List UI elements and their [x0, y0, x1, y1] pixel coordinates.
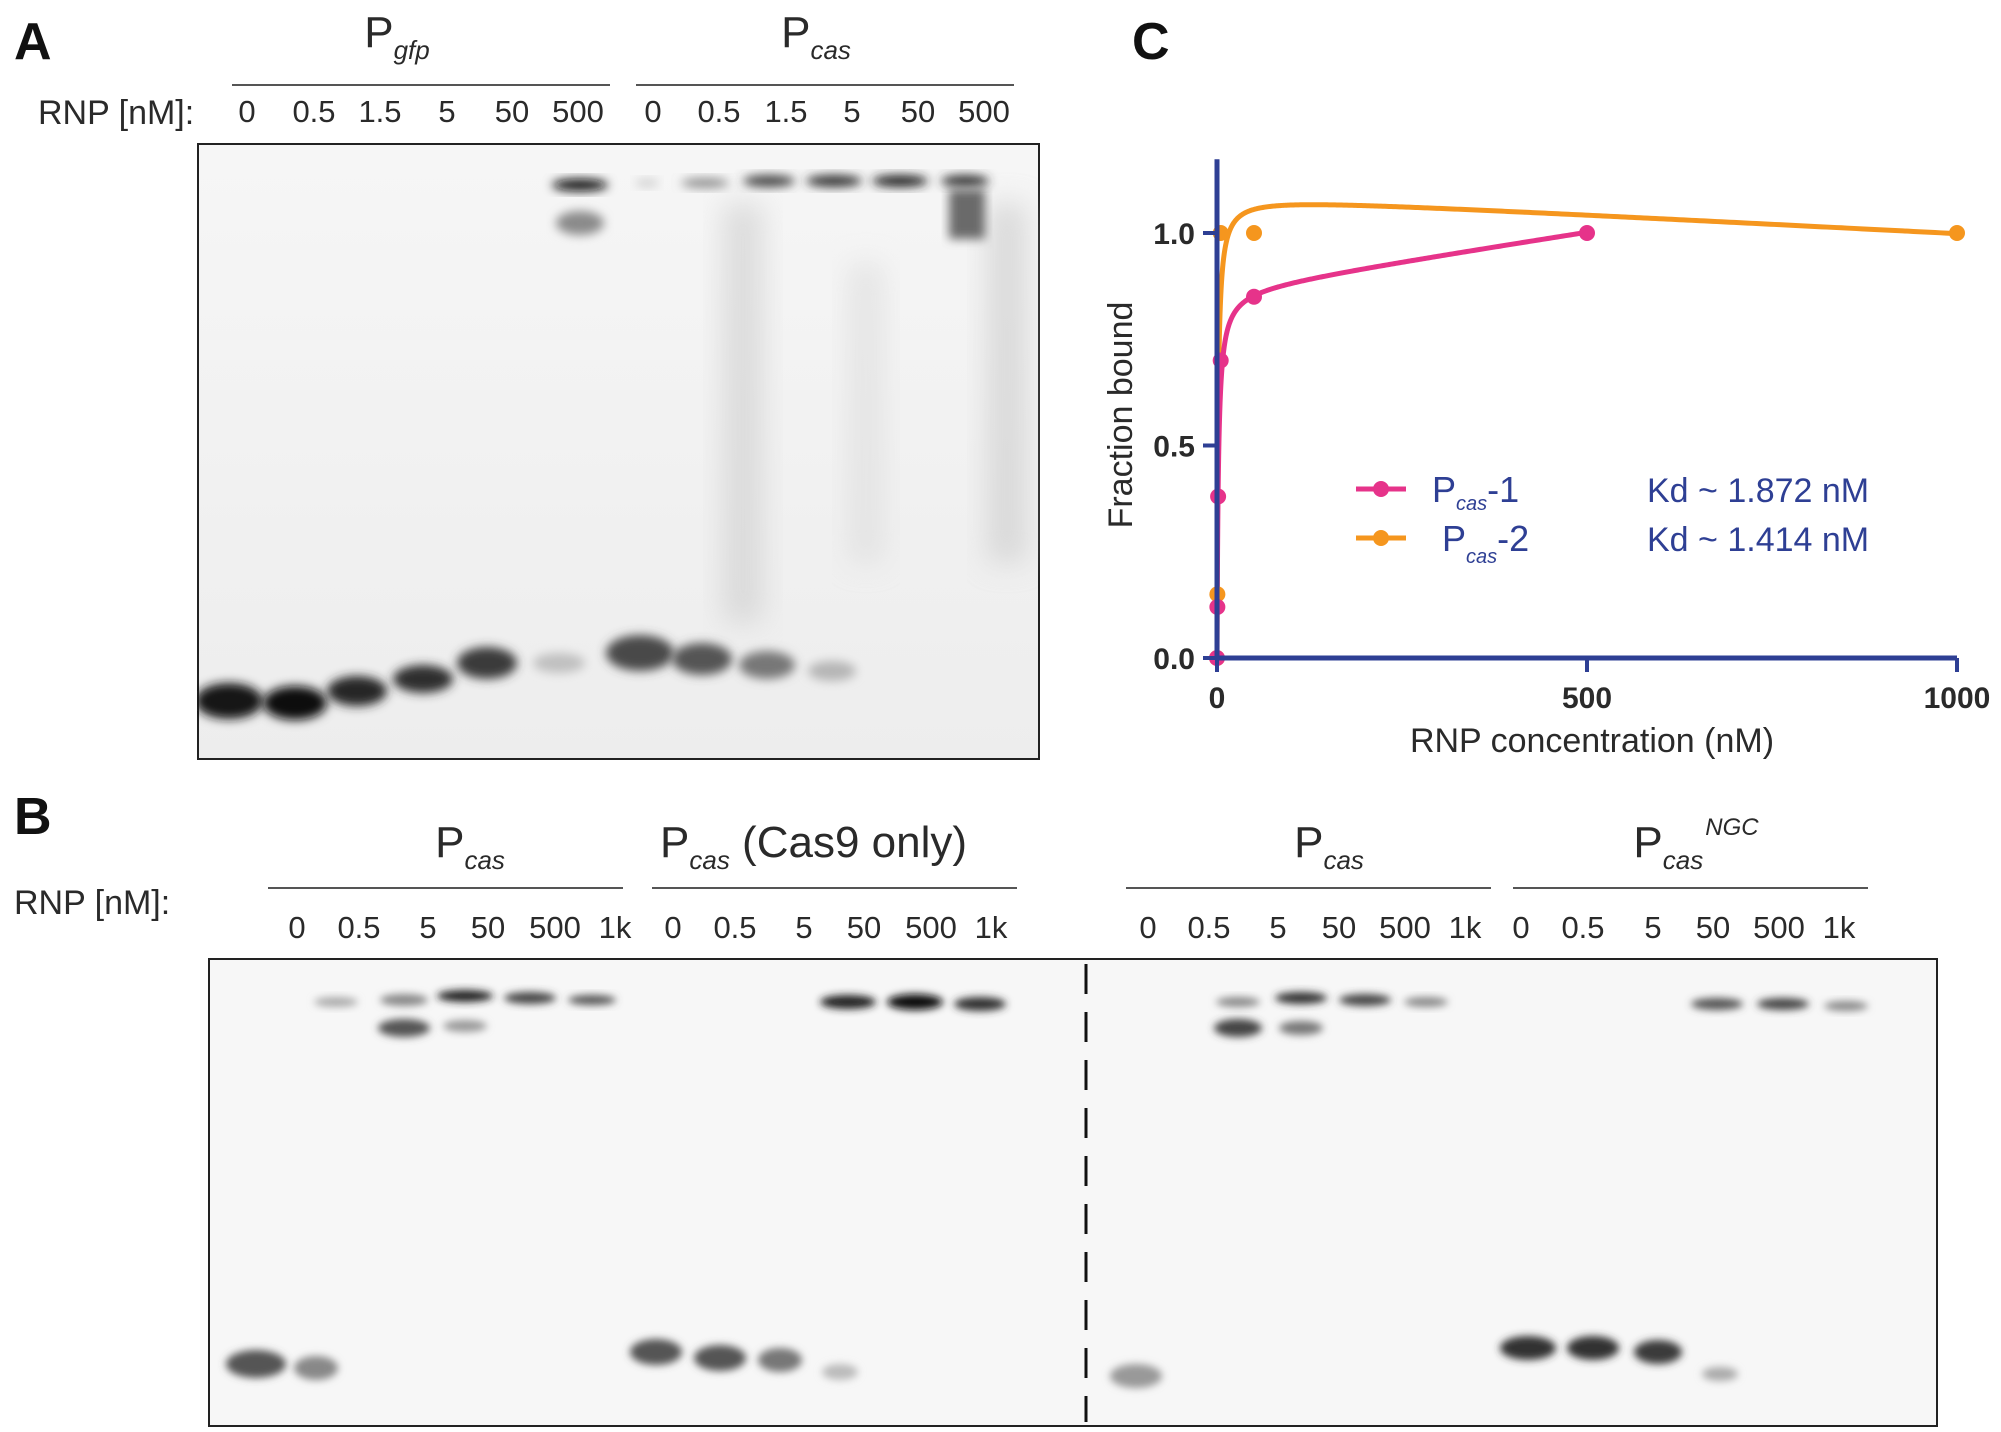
lane-label: 50 — [494, 94, 530, 129]
lane-label: 5 — [843, 94, 861, 129]
panel-a-gel-image — [197, 143, 1040, 760]
lane-label: 1.5 — [764, 94, 808, 129]
data-point-series-2 — [1949, 225, 1965, 241]
panel-a-group-gfp-rule — [232, 84, 610, 86]
lane-label: 0.5 — [337, 910, 381, 945]
panel-c-letter: C — [1132, 13, 1170, 71]
y-tick-label: 0.0 — [1153, 643, 1195, 676]
lane-label: 50 — [900, 94, 936, 129]
panel-b-rnp-label: RNP [nM]: — [14, 884, 171, 922]
lane-label: 0 — [664, 910, 682, 945]
y-axis-label: Fraction bound — [1102, 302, 1140, 529]
x-tick-label: 0 — [1209, 682, 1226, 715]
lane-label: 50 — [470, 910, 506, 945]
panel-b-group-2-title: Pcas (Cas9 only) — [660, 818, 968, 875]
lane-label: 1k — [1448, 910, 1482, 945]
x-axis-label: RNP concentration (nM) — [1410, 722, 1774, 760]
panel-b-group-4-rule — [1513, 887, 1868, 889]
lane-label: 5 — [1644, 910, 1662, 945]
panel-b-group-3-rule — [1126, 887, 1491, 889]
panel-b-group-1-title: Pcas — [435, 818, 505, 875]
lane-label: 0 — [1139, 910, 1157, 945]
panel-a-group-cas-rule — [636, 84, 1014, 86]
lane-label: 0.5 — [1561, 910, 1605, 945]
lane-label: 500 — [529, 910, 581, 945]
lane-label: 0 — [288, 910, 306, 945]
fit-curve-2 — [1214, 202, 1958, 658]
lane-label: 500 — [552, 94, 604, 129]
lane-label: 0 — [1512, 910, 1530, 945]
panel-a-group-cas-title: Pcas — [781, 8, 851, 65]
legend-marker-2 — [1373, 530, 1389, 546]
panel-b-group-4-title: PcasNGC — [1633, 814, 1759, 875]
x-tick-label: 1000 — [1924, 682, 1991, 715]
lane-label: 0.5 — [1187, 910, 1231, 945]
data-point-series-1 — [1579, 225, 1595, 241]
y-tick-label: 1.0 — [1153, 218, 1195, 251]
legend-label-2: Pcas-2 — [1442, 518, 1529, 568]
data-point-series-2 — [1246, 225, 1262, 241]
lane-label: 5 — [1269, 910, 1287, 945]
lane-label: 50 — [1321, 910, 1357, 945]
lane-label: 50 — [846, 910, 882, 945]
lane-label: 5 — [438, 94, 456, 129]
panel-b-group-1-rule — [268, 887, 623, 889]
x-tick-label: 500 — [1562, 682, 1612, 715]
panel-b-group-2-rule — [652, 887, 1017, 889]
legend-marker-1 — [1373, 481, 1389, 497]
panel-b-letter: B — [14, 788, 52, 846]
panel-b-gel-image — [208, 958, 1938, 1427]
panel-a-letter: A — [14, 13, 52, 71]
panel-b-group-3-title: Pcas — [1294, 818, 1364, 875]
lane-label: 500 — [958, 94, 1010, 129]
lane-label: 5 — [419, 910, 437, 945]
lane-label: 1k — [598, 910, 632, 945]
data-point-series-1 — [1246, 288, 1262, 305]
kd-label-1: Kd ~ 1.872 nM — [1647, 472, 1869, 510]
lane-label: 500 — [1753, 910, 1805, 945]
lane-label: 5 — [795, 910, 813, 945]
legend-label-1: Pcas-1 — [1432, 469, 1519, 515]
fit-curve-1 — [1214, 229, 1588, 658]
panel-c-binding-chart: 0 500 1000 0.0 0.5 1.0 RNP concentration (nM)… — [1102, 159, 1991, 760]
lane-label: 0 — [238, 94, 256, 129]
panel-a-group-gfp-title: Pgfp — [364, 8, 430, 65]
y-tick-label: 0.5 — [1153, 431, 1195, 464]
legend: Pcas-1 Kd ~ 1.872 nM Pcas-2 Kd ~ 1.414 n… — [1356, 469, 1869, 568]
lane-label: 0 — [644, 94, 662, 129]
lane-label: 0.5 — [713, 910, 757, 945]
lane-label: 1.5 — [358, 94, 402, 129]
lane-label: 0.5 — [292, 94, 336, 129]
lane-label: 1k — [974, 910, 1008, 945]
lane-label: 0.5 — [697, 94, 741, 129]
lane-label: 1k — [1822, 910, 1856, 945]
panel-a-rnp-label: RNP [nM]: — [38, 94, 195, 132]
lane-label: 50 — [1695, 910, 1731, 945]
kd-label-2: Kd ~ 1.414 nM — [1647, 521, 1869, 559]
lane-label: 500 — [1379, 910, 1431, 945]
lane-label: 500 — [905, 910, 957, 945]
